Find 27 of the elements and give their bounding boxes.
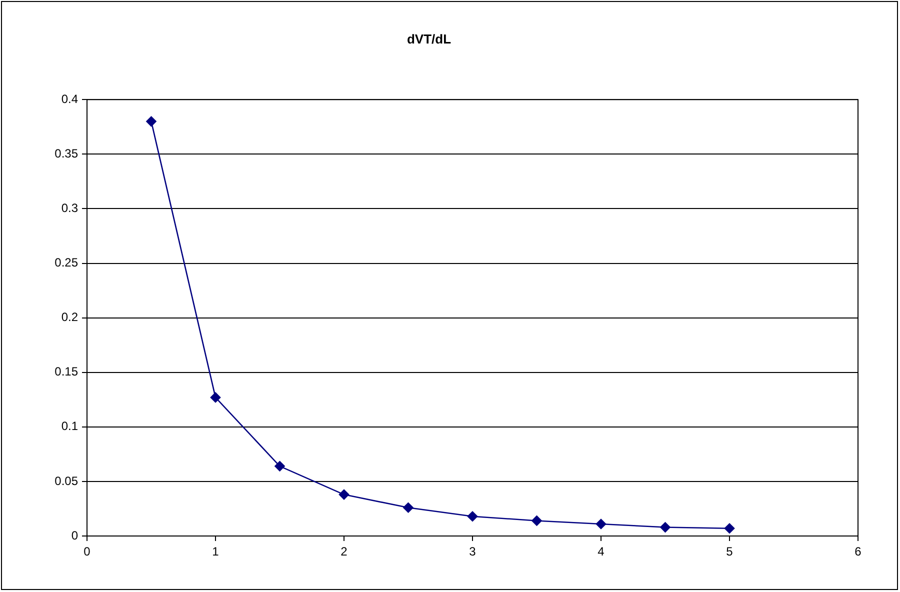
y-tick-label: 0.15 [54, 364, 78, 379]
point [403, 502, 414, 513]
point [338, 489, 350, 500]
point [210, 392, 221, 403]
point [467, 511, 478, 522]
chart-title: dVT/dL [406, 31, 452, 46]
x-tick-label: 5 [726, 544, 734, 559]
y-tick-label: 0.3 [61, 201, 78, 216]
point [532, 516, 542, 526]
x-tick-label: 3 [469, 544, 476, 559]
y-tick-label: 0 [71, 528, 78, 542]
y-tick-label: 0.1 [61, 419, 78, 434]
y-tick-label: 0.35 [54, 146, 78, 160]
point [724, 523, 735, 534]
x-tick-label: 1 [212, 544, 220, 559]
y-tick-label: 0.05 [54, 474, 78, 488]
point [146, 116, 156, 127]
point [596, 518, 606, 530]
y-tick-label: 0.2 [61, 310, 78, 324]
point [660, 522, 670, 532]
x-tick-label: 6 [854, 544, 862, 559]
x-tick-label: 2 [340, 544, 348, 559]
y-tick-label: 0.25 [54, 256, 78, 270]
y-tick-label: 0.4 [61, 92, 78, 106]
point [274, 461, 285, 472]
x-tick-label: 4 [598, 544, 605, 559]
x-tick-label: 0 [84, 544, 91, 559]
